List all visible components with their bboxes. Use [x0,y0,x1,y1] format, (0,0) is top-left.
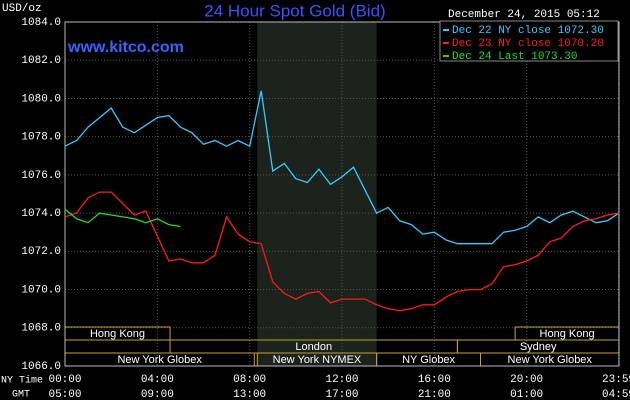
legend-label: Dec 22 NY close 1072.30 [452,25,604,37]
y-tick-label: 1074.0 [21,208,61,220]
x-tick-label: 16:00 [418,374,451,386]
session-label: Hong Kong [90,328,145,340]
x2-tick-label: 04:59 [602,389,630,400]
x-tick-label: 04:00 [141,374,174,386]
x-tick-label: 20:00 [510,374,543,386]
y-tick-label: 1080.0 [21,93,61,105]
x2-tick-label: 09:00 [141,389,174,400]
shaded-session [257,22,377,366]
x-tick-label: 23:59 [602,374,630,386]
y-tick-label: 1072.0 [21,246,61,258]
chart-title: 24 Hour Spot Gold (Bid) [204,1,385,20]
series-line [64,191,620,312]
series-line [64,208,181,228]
x-tick-label: 00:00 [48,374,81,386]
y-tick-label: 1070.0 [21,284,61,296]
session-label: Hong Kong [540,328,595,340]
x2-tick-label: 05:00 [48,389,81,400]
y-tick-label: 1084.0 [21,17,61,29]
y-axis-label: USD/oz [2,3,42,15]
session-label: NY Globex [402,354,455,366]
y-tick-label: 1076.0 [21,170,61,182]
legend-box [439,20,619,62]
session-label: London [295,341,332,353]
site-label[interactable]: www.kitco.com [67,39,184,56]
timestamp: December 24, 2015 05:12 [448,9,600,21]
y-tick-label: 1068.0 [21,323,61,335]
x2-tick-label: 13:00 [233,389,266,400]
x2-tick-label: 21:00 [418,389,451,400]
session-label: New York Globex [117,354,202,366]
y-tick-label: 1066.0 [21,361,61,373]
y-tick-label: 1082.0 [21,55,61,67]
x-tick-label: 12:00 [325,374,358,386]
series-line [64,90,620,245]
x-axis-label: NY Time [1,375,43,387]
x-tick-label: 08:00 [233,374,266,386]
plot-frame [64,21,620,367]
session-label: Sydney [520,341,557,353]
y-tick-label: 1078.0 [21,132,61,144]
session-label: New York NYMEX [273,354,362,366]
x2-tick-label: 17:00 [325,389,358,400]
legend-label: Dec 24 Last 1073.30 [452,51,577,63]
x2-axis-label: GMT [12,390,30,400]
x2-tick-label: 01:00 [510,389,543,400]
session-label: New York Globex [508,354,593,366]
legend-label: Dec 23 NY close 1070.20 [452,38,604,50]
